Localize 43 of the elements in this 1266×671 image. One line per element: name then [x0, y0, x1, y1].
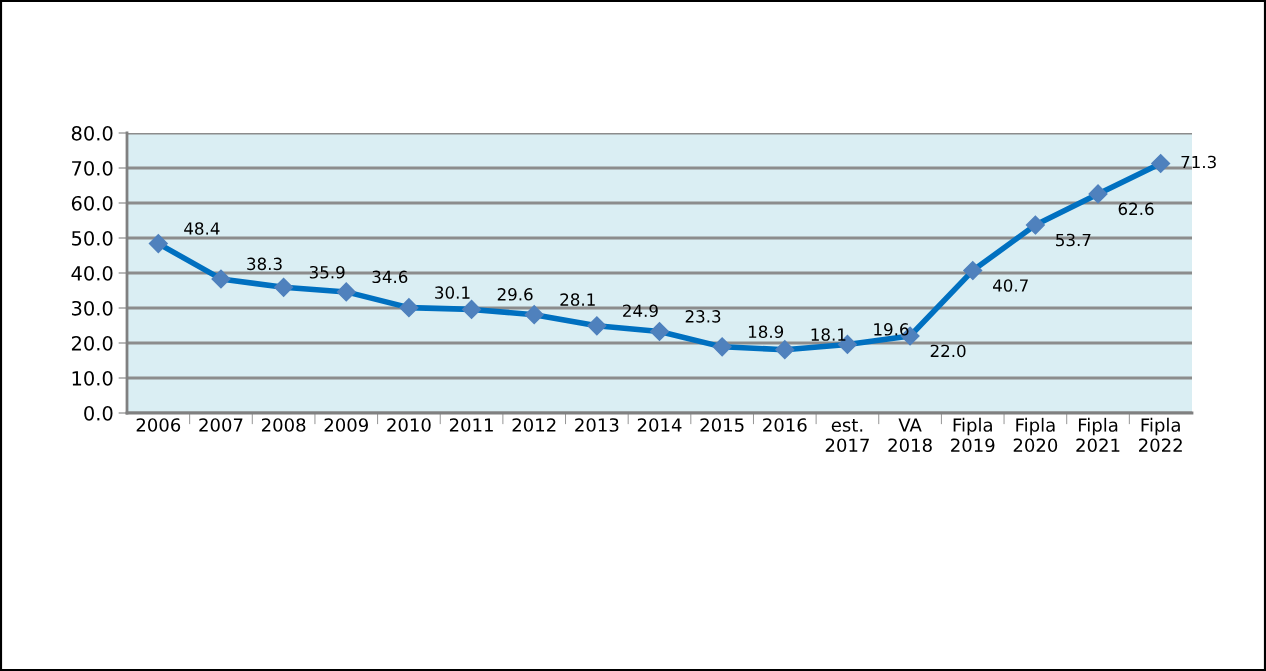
data-label: 18.1 [811, 328, 846, 341]
x-tick-label: 2015 [700, 418, 744, 432]
data-label: 38.3 [247, 257, 282, 271]
x-tick-label: 2006 [136, 418, 181, 432]
y-tick-label: 80.0 [71, 125, 113, 141]
x-tick-label: 2009 [324, 418, 368, 432]
data-label: 34.6 [372, 270, 408, 284]
y-tick-label: 30.0 [71, 300, 113, 316]
data-label: 53.7 [1056, 233, 1091, 247]
y-tick-label: 70.0 [72, 160, 113, 176]
data-label: 29.6 [497, 288, 533, 301]
data-label: 28.1 [560, 293, 595, 306]
data-label: 23.3 [685, 310, 721, 323]
x-tick-label: Fipla 2022 [1139, 417, 1182, 453]
y-tick-label: 40.0 [71, 265, 113, 281]
data-label: 48.4 [184, 222, 220, 235]
x-tick-label: 2007 [199, 418, 243, 432]
x-tick-label: 2011 [449, 418, 493, 432]
y-tick-label: 50.0 [72, 230, 113, 246]
x-tick-label: 2010 [387, 418, 431, 432]
data-label: 71.3 [1181, 155, 1216, 169]
x-tick-label: VA 2018 [888, 418, 932, 453]
data-label: 30.1 [435, 286, 470, 299]
data-label: 18.9 [748, 325, 784, 339]
x-tick-label: est. 2017 [825, 418, 869, 453]
data-label: 40.7 [992, 279, 1028, 292]
x-tick-label: 2016 [763, 418, 807, 432]
y-tick-label: 60.0 [71, 195, 113, 211]
y-tick-label: 10.0 [72, 370, 113, 386]
x-tick-label: Fipla 2021 [1076, 417, 1120, 453]
data-label: 24.9 [623, 304, 658, 318]
data-label: 22.0 [930, 344, 966, 358]
y-tick-label: 0.0 [84, 405, 113, 421]
x-tick-label: 2013 [575, 418, 619, 432]
x-tick-label: Fipla 2020 [1013, 417, 1058, 453]
y-tick-label: 20.0 [71, 335, 113, 351]
data-label: 35.9 [309, 265, 345, 279]
x-tick-label: 2008 [261, 418, 306, 432]
x-tick-label: 2014 [637, 418, 682, 432]
x-tick-label: Fipla 2019 [951, 417, 995, 453]
x-tick-label: 2012 [512, 418, 556, 432]
data-label: 62.6 [1118, 202, 1154, 216]
data-label: 19.6 [874, 323, 909, 336]
